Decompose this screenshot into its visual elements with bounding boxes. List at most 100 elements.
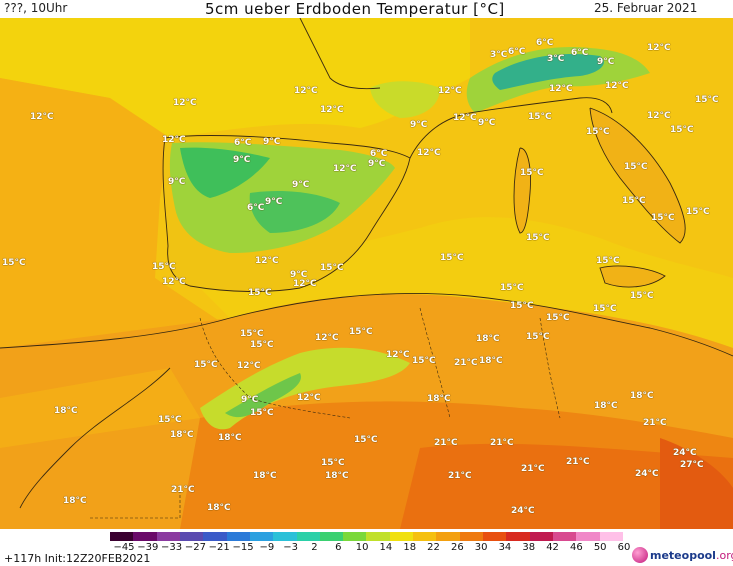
temperature-label: 15°C <box>412 356 436 366</box>
temperature-label: 21°C <box>643 418 667 428</box>
forecast-date: 25. Februar 2021 <box>594 1 698 15</box>
temperature-label: 15°C <box>526 332 550 342</box>
scale-swatch <box>296 532 320 541</box>
temperature-label: 21°C <box>490 438 514 448</box>
sardinia-corsica <box>514 148 531 233</box>
temperature-label: 15°C <box>250 408 274 418</box>
temperature-label: 12°C <box>30 112 54 122</box>
temperature-label: 21°C <box>434 438 458 448</box>
map-header: ???, 10Uhr 5cm ueber Erdboden Temperatur… <box>0 0 733 18</box>
scale-swatch <box>179 532 204 541</box>
coastlines <box>0 18 733 509</box>
temperature-label: 12°C <box>549 84 573 94</box>
temperature-label: 18°C <box>207 503 231 513</box>
temperature-label: 15°C <box>510 301 534 311</box>
temperature-label: 21°C <box>454 358 478 368</box>
north-zone <box>0 18 470 138</box>
scale-swatch <box>133 532 157 541</box>
temperature-label: 12°C <box>237 361 261 371</box>
color-scale-ticks: −45 −39 −33 −27 −21 −15 −9 −3 2 6 10 14 18 22 26 30 34 38… <box>100 542 640 554</box>
temperature-label: 12°C <box>294 86 318 96</box>
temperature-label: 12°C <box>315 333 339 343</box>
temperature-label: 18°C <box>479 356 503 366</box>
temperature-label: 6°C <box>571 48 589 58</box>
temperature-label: 9°C <box>233 155 251 165</box>
brand-name: meteopool.org <box>650 548 733 562</box>
temperature-label: 15°C <box>240 329 264 339</box>
temperature-label: 18°C <box>427 394 451 404</box>
temperature-label: 15°C <box>520 168 544 178</box>
scale-tick-label: −45 <box>113 542 135 553</box>
temperature-label: 3°C <box>490 50 508 60</box>
forecast-time-label: ???, 10Uhr <box>4 1 68 15</box>
scale-swatch <box>366 532 390 541</box>
temperature-label: 9°C <box>410 120 428 130</box>
temperature-label: 9°C <box>597 57 615 67</box>
sahara-hot <box>400 443 733 529</box>
temperature-label: 15°C <box>440 253 464 263</box>
temperature-map: 12°C 12°C 12°C 12°C 12°C 3°C 6°C 6°C 3°C 6°C 9°C 12… <box>0 18 733 529</box>
temperature-label: 15°C <box>630 291 654 301</box>
temperature-label: 15°C <box>651 213 675 223</box>
temperature-label: 21°C <box>448 471 472 481</box>
scale-swatch <box>459 532 483 541</box>
brand-logo[interactable]: meteopool.org <box>632 547 733 563</box>
temperature-label: 3°C <box>547 54 565 64</box>
libya-hot <box>660 438 733 529</box>
temperature-label: 21°C <box>521 464 545 474</box>
scale-tick-label: 14 <box>379 542 393 553</box>
temperature-label: 6°C <box>234 138 252 148</box>
scale-tick-label: −15 <box>232 542 254 553</box>
temperature-label: 18°C <box>630 391 654 401</box>
temperature-label: 6°C <box>508 47 526 57</box>
scale-swatch <box>599 532 623 541</box>
scale-swatch <box>389 532 414 541</box>
temperature-label: 9°C <box>290 270 308 280</box>
temperature-label: 9°C <box>168 177 186 187</box>
temperature-label: 15°C <box>670 125 694 135</box>
temperature-label: 9°C <box>368 159 386 169</box>
temperature-label: 12°C <box>417 148 441 158</box>
scale-swatch <box>506 532 530 541</box>
temperature-label: 15°C <box>546 313 570 323</box>
sicily <box>600 265 665 288</box>
temperature-label: 15°C <box>695 95 719 105</box>
map-footer: −45 −39 −33 −27 −21 −15 −9 −3 2 6 10 14 18 22 26 30 34 38… <box>0 529 733 566</box>
scale-swatch <box>529 532 553 541</box>
temperature-label: 27°C <box>680 460 704 470</box>
temperature-label: 12°C <box>605 81 629 91</box>
scale-swatch <box>203 532 227 541</box>
temperature-label: 24°C <box>635 469 659 479</box>
temperature-label: 15°C <box>321 458 345 468</box>
temperature-label: 15°C <box>596 256 620 266</box>
scale-swatch <box>483 532 507 541</box>
atlantic-zone <box>0 78 230 348</box>
temperature-label: 18°C <box>54 406 78 416</box>
temperature-label: 6°C <box>247 203 265 213</box>
scale-tick-label: 22 <box>427 542 440 553</box>
atlas-cold <box>225 373 301 418</box>
scale-tick-label: −3 <box>283 542 299 553</box>
scale-tick-label: 42 <box>546 542 559 553</box>
scale-tick-label: 50 <box>593 542 607 553</box>
temperature-label: 12°C <box>320 105 344 115</box>
alps-cold <box>492 53 604 90</box>
meteopool-icon <box>632 547 648 563</box>
temperature-label: 12°C <box>647 111 671 121</box>
temperature-label: 15°C <box>248 288 272 298</box>
scale-swatch <box>156 532 180 541</box>
scale-swatch <box>413 532 437 541</box>
scale-tick-label: 30 <box>474 542 488 553</box>
model-run-info: +117h Init:12Z20FEB2021 <box>4 552 151 565</box>
scale-tick-label: −21 <box>208 542 230 553</box>
central-cold <box>249 191 340 233</box>
scale-swatch <box>273 532 297 541</box>
temperature-label: 15°C <box>624 162 648 172</box>
morocco-coast <box>0 368 200 448</box>
scale-swatch <box>343 532 367 541</box>
scale-tick-label: 26 <box>450 542 464 553</box>
temperature-label: 12°C <box>647 43 671 53</box>
scale-swatch <box>226 532 250 541</box>
temperature-label: 12°C <box>453 113 477 123</box>
temperature-label: 9°C <box>265 197 283 207</box>
